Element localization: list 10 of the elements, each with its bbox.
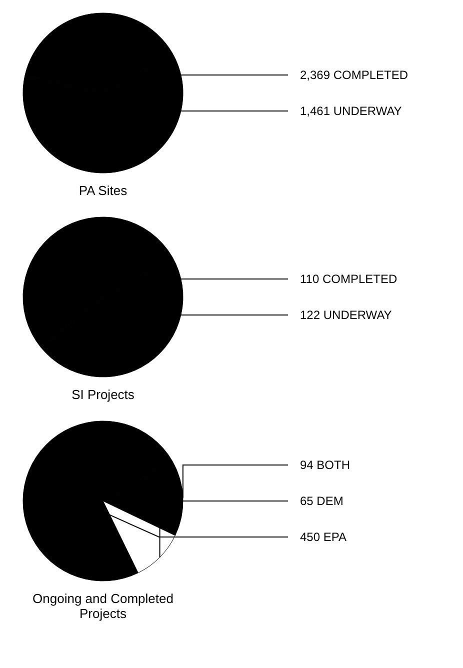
slice-label: 450 EPA	[300, 530, 346, 544]
slice-label: 1,461 UNDERWAY	[300, 104, 402, 118]
slice-label: 2,369 COMPLETED	[300, 68, 408, 82]
slice-label: 110 COMPLETED	[300, 272, 398, 286]
slice-label: 122 UNDERWAY	[300, 308, 392, 322]
text: Ongoing and Completed Projects	[32, 591, 174, 621]
slice-label: 94 BOTH	[300, 458, 350, 472]
text: PA Sites	[78, 183, 128, 198]
text: SI Projects	[70, 387, 136, 402]
slice-label: 65 DEM	[300, 494, 344, 508]
